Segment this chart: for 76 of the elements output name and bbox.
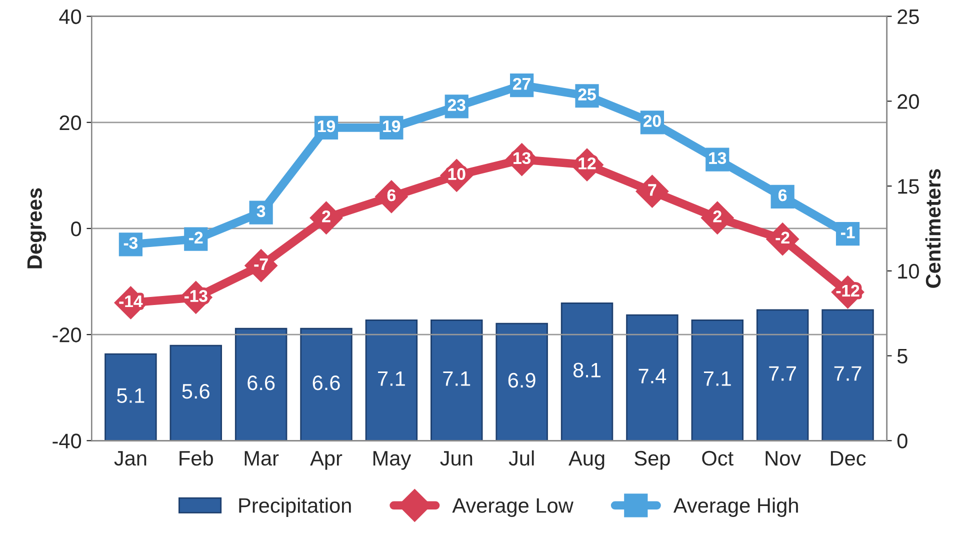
y2-tick-label: 10 — [898, 264, 919, 279]
data-label: -2 — [189, 232, 203, 244]
bar — [365, 319, 418, 441]
data-label: 23 — [448, 99, 466, 111]
legend-label: Average Low — [452, 498, 574, 517]
data-label: 7 — [648, 184, 656, 196]
bar — [822, 309, 874, 441]
legend-label: Average High — [673, 498, 798, 517]
y-tick-label: -40 — [52, 434, 82, 448]
data-label: 3 — [256, 205, 266, 218]
data-label: 7.4 — [638, 368, 666, 384]
data-label: -14 — [119, 296, 143, 308]
x-tick-label: Aug — [568, 451, 604, 470]
y2-tick-label: 5 — [897, 348, 908, 364]
bar — [104, 353, 157, 441]
data-label: 6.6 — [248, 375, 275, 390]
y2-tick-label: 20 — [898, 94, 919, 109]
x-tick-label: Nov — [766, 451, 802, 466]
data-label: 19 — [318, 120, 335, 132]
x-tick-label: Oct — [702, 450, 734, 466]
data-label: 7.1 — [378, 371, 405, 386]
y2-axis-title: Centimeters — [925, 169, 941, 288]
data-label: 20 — [644, 115, 661, 127]
bar — [300, 328, 352, 441]
data-label: 13 — [514, 152, 530, 164]
legend-label: Precipitation — [239, 498, 351, 517]
x-tick-label: Jul — [508, 450, 534, 466]
data-label: 6 — [387, 189, 396, 202]
data-label: 7.7 — [834, 366, 862, 381]
bar — [170, 344, 222, 441]
bar — [691, 319, 744, 441]
bar — [756, 309, 809, 441]
bar — [430, 319, 483, 441]
data-label: 13 — [709, 152, 726, 164]
bar — [234, 328, 288, 441]
x-tick-label: Sep — [634, 450, 670, 470]
x-tick-label: Feb — [180, 450, 213, 466]
x-tick-label: Jun — [440, 451, 472, 466]
data-label: 6 — [778, 189, 787, 202]
data-label: 6.6 — [312, 375, 340, 390]
y-tick-label: -20 — [52, 328, 82, 342]
y-axis-title: Degrees — [27, 188, 46, 268]
data-label: 5.1 — [117, 388, 144, 403]
data-label: 27 — [513, 78, 530, 90]
data-label: 8.1 — [573, 362, 600, 378]
x-tick-label: Dec — [830, 451, 866, 466]
data-label: 2 — [322, 210, 330, 222]
x-tick-label: Apr — [310, 451, 342, 470]
bar — [560, 302, 614, 441]
y-tick-label: 20 — [60, 115, 82, 130]
x-tick-label: Mar — [244, 451, 279, 466]
x-tick-label: Jan — [114, 451, 146, 466]
data-label: 7.1 — [443, 371, 470, 386]
data-label: -13 — [184, 290, 208, 302]
bar — [626, 314, 678, 441]
data-label: 2 — [713, 210, 722, 222]
y2-tick-label: 0 — [897, 434, 908, 448]
data-label: 10 — [448, 168, 466, 180]
data-label: -7 — [254, 258, 268, 270]
bar — [496, 322, 548, 441]
data-label: -12 — [836, 284, 860, 296]
data-label: 25 — [578, 88, 596, 100]
data-label: 12 — [578, 158, 596, 170]
data-label: 6.9 — [508, 372, 536, 388]
data-label: 19 — [383, 120, 400, 132]
y-tick-label: 40 — [59, 9, 82, 24]
y2-tick-label: 25 — [898, 9, 919, 24]
data-label: 7.7 — [769, 366, 796, 381]
y2-tick-label: 15 — [898, 179, 919, 194]
data-label: 7.1 — [704, 371, 731, 386]
x-tick-label: May — [373, 451, 412, 470]
data-label: -2 — [776, 232, 790, 244]
data-label: 5.6 — [182, 384, 210, 399]
data-label: -1 — [841, 226, 855, 238]
data-label: -3 — [124, 237, 138, 249]
y-tick-label: 0 — [71, 221, 82, 236]
